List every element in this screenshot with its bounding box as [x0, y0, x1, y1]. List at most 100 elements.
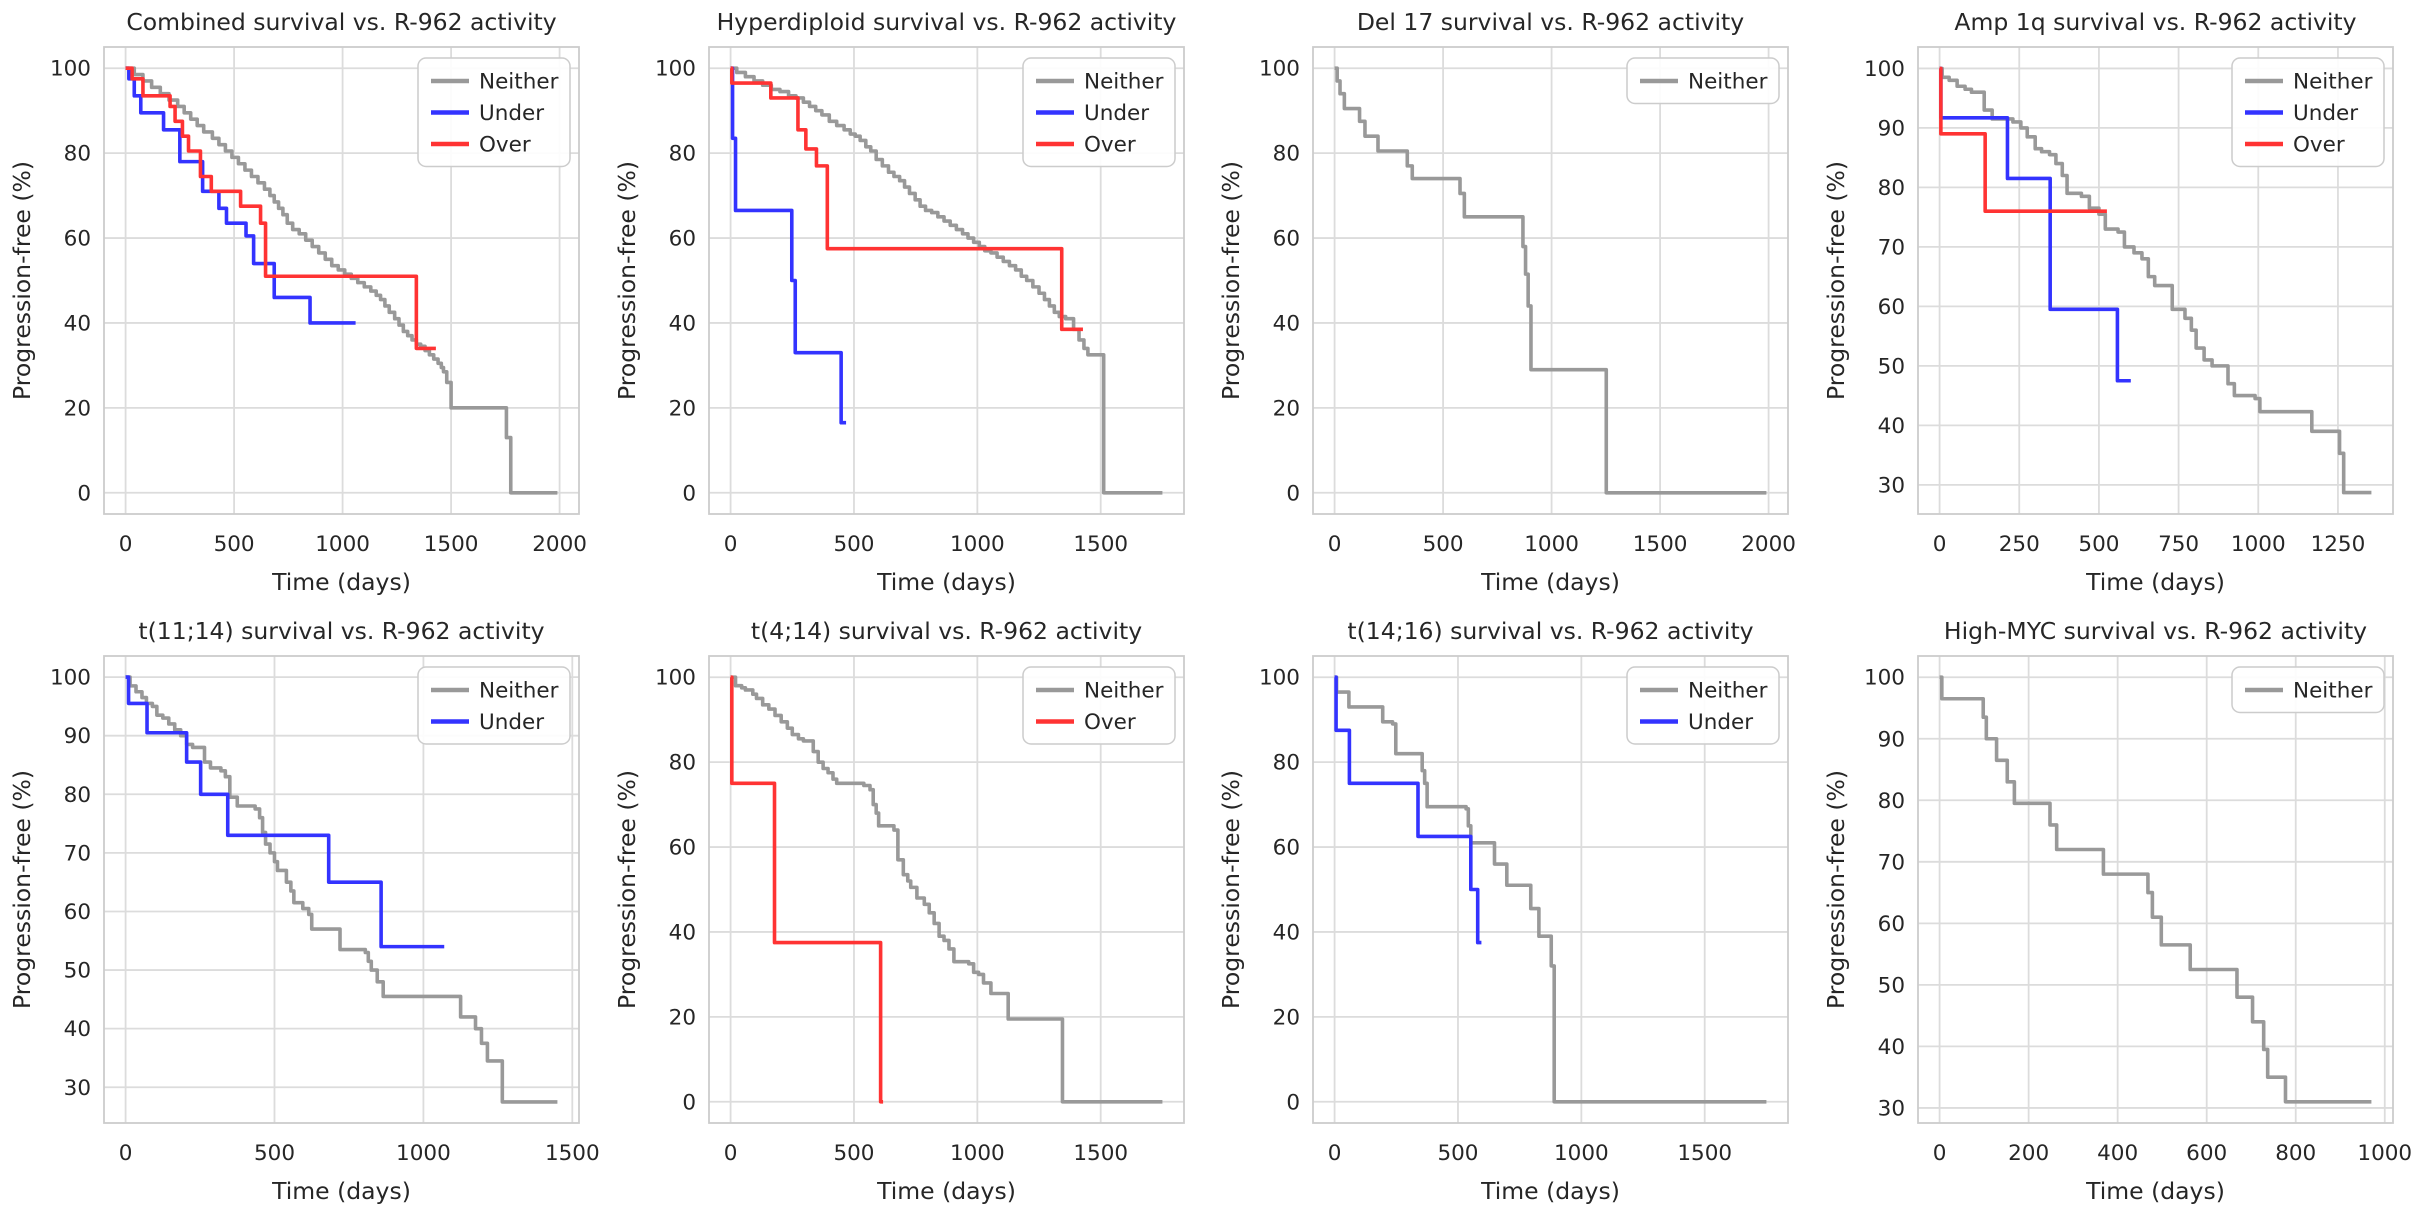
y-tick-label: 100 [654, 666, 695, 691]
y-tick-label: 80 [1877, 176, 1904, 201]
x-tick-label: 500 [833, 1141, 874, 1166]
y-tick-label: 70 [1877, 850, 1904, 875]
y-tick-label: 0 [682, 1090, 696, 1115]
x-tick-label: 2000 [532, 532, 587, 557]
y-axis-label: Progression-free (%) [1822, 161, 1850, 400]
legend-label-over: Over [1084, 710, 1136, 735]
chart-title: Del 17 survival vs. R-962 activity [1357, 8, 1744, 36]
y-tick-label: 70 [64, 841, 91, 866]
x-tick-label: 1500 [424, 532, 479, 557]
y-tick-label: 80 [64, 142, 91, 167]
y-tick-label: 40 [1877, 414, 1904, 439]
y-axis-label: Progression-free (%) [613, 161, 641, 400]
legend-label-neither: Neither [1084, 70, 1164, 95]
x-tick-label: 1000 [1554, 1141, 1609, 1166]
x-tick-label: 0 [119, 532, 133, 557]
legend-label-under: Under [479, 101, 544, 126]
x-axis-label: Time (days) [876, 568, 1016, 596]
chart-title: Hyperdiploid survival vs. R-962 activity [716, 8, 1176, 36]
x-axis-label: Time (days) [1480, 568, 1620, 596]
y-tick-label: 100 [1259, 666, 1300, 691]
x-tick-label: 0 [1328, 532, 1342, 557]
y-tick-label: 20 [1273, 1005, 1300, 1030]
legend: Neither Under Over [2232, 58, 2384, 167]
y-tick-label: 60 [1877, 295, 1904, 320]
x-tick-label: 1500 [545, 1141, 600, 1166]
y-tick-label: 60 [64, 227, 91, 252]
y-tick-label: 80 [64, 783, 91, 808]
x-tick-label: 0 [723, 532, 737, 557]
chart-title: High-MYC survival vs. R-962 activity [1943, 617, 2366, 645]
chart-title: t(4;14) survival vs. R-962 activity [750, 617, 1141, 645]
y-tick-label: 50 [1877, 973, 1904, 998]
x-tick-label: 500 [214, 532, 255, 557]
x-tick-label: 750 [2158, 532, 2199, 557]
x-tick-label: 0 [119, 1141, 133, 1166]
y-axis-label: Progression-free (%) [613, 770, 641, 1009]
y-tick-label: 40 [64, 311, 91, 336]
legend-label-under: Under [1688, 710, 1753, 735]
legend-label-neither: Neither [1688, 679, 1768, 704]
x-tick-label: 2000 [1741, 532, 1796, 557]
x-tick-label: 500 [1423, 532, 1464, 557]
x-tick-label: 250 [1998, 532, 2039, 557]
y-tick-label: 20 [668, 1005, 695, 1030]
x-axis-label: Time (days) [2085, 568, 2225, 596]
x-tick-label: 500 [254, 1141, 295, 1166]
y-tick-label: 80 [1877, 789, 1904, 814]
x-tick-label: 600 [2186, 1141, 2227, 1166]
y-axis-label: Progression-free (%) [1217, 770, 1245, 1009]
x-tick-label: 500 [833, 532, 874, 557]
y-tick-label: 90 [64, 724, 91, 749]
y-tick-label: 40 [1877, 1035, 1904, 1060]
legend: Neither [2232, 667, 2384, 713]
y-tick-label: 20 [1273, 396, 1300, 421]
x-tick-label: 500 [1437, 1141, 1478, 1166]
y-tick-label: 60 [1273, 836, 1300, 861]
y-tick-label: 80 [1273, 751, 1300, 776]
x-axis-label: Time (days) [1480, 1177, 1620, 1205]
y-tick-label: 60 [1877, 912, 1904, 937]
x-tick-label: 1500 [1677, 1141, 1732, 1166]
x-tick-label: 0 [1328, 1141, 1342, 1166]
y-tick-label: 80 [1273, 142, 1300, 167]
y-tick-label: 70 [1877, 235, 1904, 260]
y-tick-label: 100 [1863, 666, 1904, 691]
y-tick-label: 40 [668, 920, 695, 945]
chart-title: t(14;16) survival vs. R-962 activity [1347, 617, 1753, 645]
legend-label-neither: Neither [2293, 70, 2373, 95]
y-tick-label: 60 [668, 836, 695, 861]
legend-label-neither: Neither [1688, 70, 1768, 95]
y-tick-label: 40 [668, 311, 695, 336]
y-tick-label: 60 [1273, 227, 1300, 252]
legend-label-under: Under [2293, 101, 2358, 126]
y-tick-label: 100 [1863, 57, 1904, 82]
y-tick-label: 0 [1286, 481, 1300, 506]
y-tick-label: 80 [668, 142, 695, 167]
y-tick-label: 20 [64, 396, 91, 421]
y-tick-label: 50 [64, 959, 91, 984]
x-tick-label: 1500 [1073, 532, 1128, 557]
legend-label-under: Under [479, 710, 544, 735]
x-tick-label: 800 [2275, 1141, 2316, 1166]
y-tick-label: 0 [1286, 1090, 1300, 1115]
y-tick-label: 60 [668, 227, 695, 252]
y-axis-label: Progression-free (%) [1822, 770, 1850, 1009]
legend: Neither Under [1627, 667, 1779, 744]
x-tick-label: 1000 [1524, 532, 1579, 557]
x-axis-label: Time (days) [2085, 1177, 2225, 1205]
legend-label-over: Over [2293, 133, 2345, 158]
legend-label-neither: Neither [2293, 679, 2373, 704]
